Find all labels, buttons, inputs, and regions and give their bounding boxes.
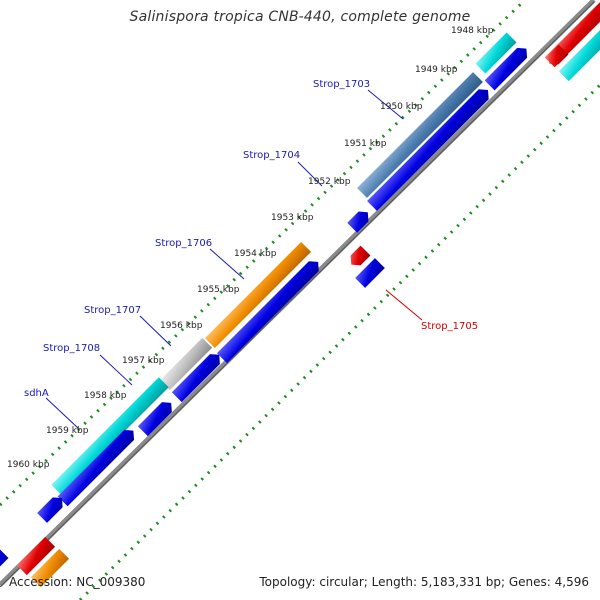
steel-feature-strop-1703 — [357, 72, 483, 198]
colored-feature-track — [17, 1, 600, 587]
kbp-label: 1956 kbp — [160, 321, 203, 331]
kbp-label: 1954 kbp — [234, 249, 277, 259]
genome-backbone — [0, 0, 594, 587]
kbp-label: 1959 kbp — [46, 426, 89, 436]
map-title: Salinispora tropica CNB-440, complete ge… — [0, 9, 600, 25]
kbp-label: 1950 kbp — [380, 102, 423, 112]
gene-label-strop-1705: Strop_1705 — [421, 321, 478, 332]
kbp-label: 1951 kbp — [344, 139, 387, 149]
kbp-labels: 1948 kbp 1949 kbp 1950 kbp 1951 kbp 1952… — [7, 26, 494, 470]
cds-arrow — [58, 426, 139, 507]
gene-labels: Strop_1703 Strop_1704 Strop_1706 Strop_1… — [24, 79, 478, 399]
kbp-label: 1955 kbp — [197, 285, 240, 295]
gene-label-strop-1708: Strop_1708 — [43, 343, 100, 354]
cds-arrow-edge — [0, 550, 8, 567]
cds-arrow-reverse-red — [346, 246, 370, 270]
topology-text: Topology: circular; Length: 5,183,331 bp… — [259, 575, 589, 589]
gene-label-strop-1703: Strop_1703 — [313, 79, 370, 90]
kbp-label: 1953 kbp — [271, 213, 314, 223]
gene-label-strop-1707: Strop_1707 — [84, 305, 141, 316]
accession-text: Accession: NC_009380 — [9, 575, 145, 589]
kbp-label: 1948 kbp — [451, 26, 494, 36]
kbp-label: 1958 kbp — [84, 391, 127, 401]
kbp-label: 1957 kbp — [122, 356, 165, 366]
kbp-label: 1960 kbp — [7, 460, 50, 470]
cds-arrow — [217, 257, 323, 363]
gene-label-strop-1704: Strop_1704 — [243, 150, 300, 161]
kbp-label: 1952 kbp — [308, 177, 351, 187]
genome-map: 1948 kbp 1949 kbp 1950 kbp 1951 kbp 1952… — [0, 0, 600, 600]
reverse-tick-row — [80, 85, 600, 600]
gene-label-sdha: sdhA — [24, 388, 49, 399]
kbp-label: 1949 kbp — [415, 65, 458, 75]
gene-label-strop-1706: Strop_1706 — [155, 238, 212, 249]
